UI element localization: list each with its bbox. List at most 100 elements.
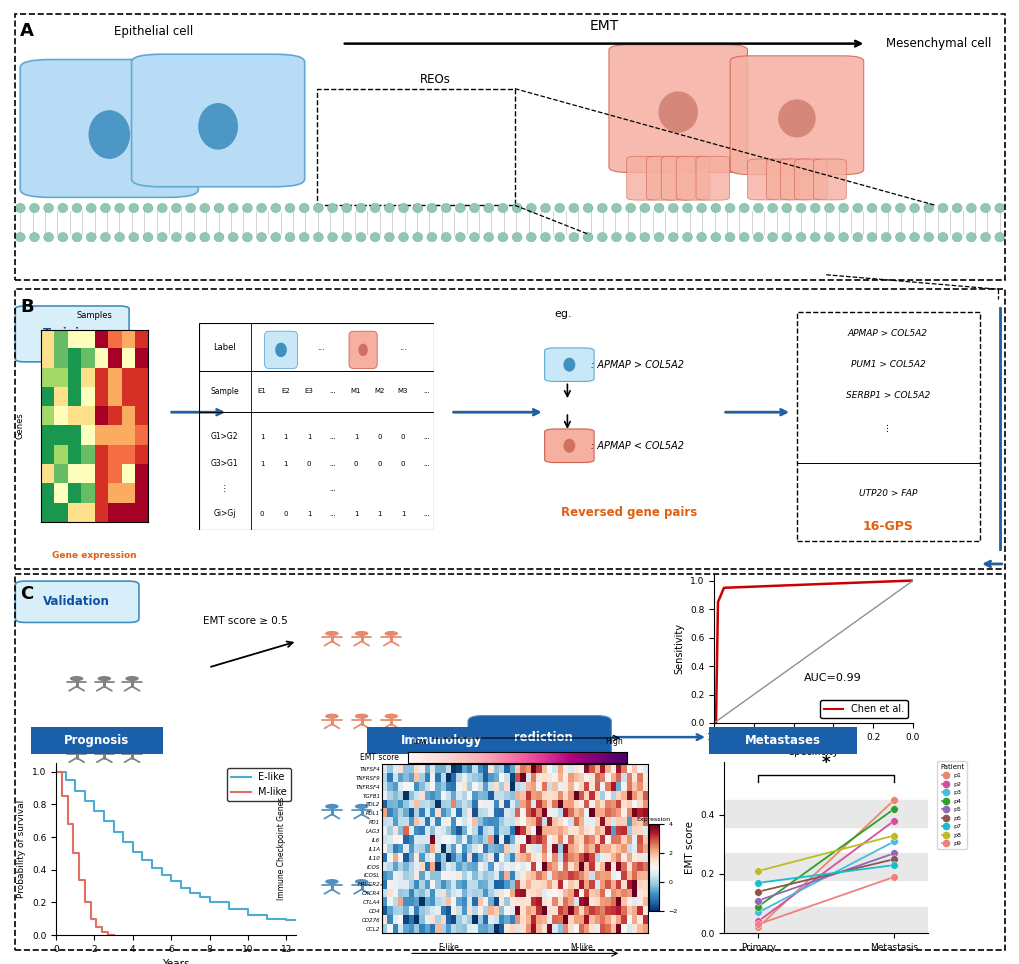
Text: Immune Checkpoint Genes: Immune Checkpoint Genes: [277, 797, 286, 900]
Circle shape: [98, 676, 111, 682]
E-like: [98, 815, 110, 826]
E-like: [89, 805, 101, 817]
Text: 0: 0: [377, 434, 381, 440]
FancyBboxPatch shape: [360, 726, 522, 755]
Y-axis label: Probability of survival: Probability of survival: [17, 800, 26, 898]
Ellipse shape: [271, 232, 280, 242]
Ellipse shape: [89, 110, 130, 159]
FancyBboxPatch shape: [348, 332, 377, 368]
E-like: [165, 875, 177, 887]
Text: ...: ...: [329, 388, 335, 394]
E-like: [289, 915, 302, 926]
E-like: [280, 915, 292, 926]
M-like: [73, 873, 86, 885]
FancyBboxPatch shape: [695, 156, 729, 201]
Ellipse shape: [895, 203, 905, 213]
Ellipse shape: [725, 203, 735, 213]
Ellipse shape: [965, 203, 975, 213]
Ellipse shape: [909, 203, 918, 213]
Y-axis label: Sensitivity: Sensitivity: [674, 623, 684, 674]
Text: M3: M3: [397, 388, 408, 394]
Text: M-like: M-like: [570, 943, 592, 952]
Text: Samples: Samples: [76, 311, 112, 320]
Ellipse shape: [710, 203, 720, 213]
M-like: [56, 790, 68, 802]
Text: EMT score ≥ 0.5: EMT score ≥ 0.5: [203, 616, 287, 627]
Ellipse shape: [653, 232, 663, 242]
FancyBboxPatch shape: [608, 44, 747, 173]
Text: 0: 0: [400, 434, 405, 440]
Ellipse shape: [852, 232, 862, 242]
Ellipse shape: [275, 342, 286, 357]
Ellipse shape: [611, 232, 621, 242]
Text: SERBP1 > COL5A2: SERBP1 > COL5A2: [845, 391, 929, 400]
Ellipse shape: [228, 203, 237, 213]
Text: ...: ...: [398, 343, 407, 352]
Circle shape: [125, 676, 139, 682]
Circle shape: [384, 630, 397, 636]
E-like: [184, 887, 197, 898]
FancyBboxPatch shape: [15, 306, 129, 362]
Ellipse shape: [243, 232, 252, 242]
Circle shape: [325, 630, 338, 636]
X-axis label: Specificity: Specificity: [788, 747, 838, 758]
FancyBboxPatch shape: [794, 159, 826, 200]
Ellipse shape: [483, 203, 493, 213]
Ellipse shape: [143, 203, 153, 213]
FancyBboxPatch shape: [20, 60, 198, 198]
Ellipse shape: [441, 203, 450, 213]
Text: E-like: E-like: [438, 943, 459, 952]
Ellipse shape: [157, 203, 167, 213]
Legend: Chen et al.: Chen et al.: [819, 701, 907, 718]
FancyBboxPatch shape: [676, 156, 709, 201]
Ellipse shape: [639, 203, 649, 213]
Ellipse shape: [271, 203, 280, 213]
Ellipse shape: [753, 232, 762, 242]
E-like: [117, 836, 129, 847]
Text: 1: 1: [400, 511, 405, 517]
Ellipse shape: [44, 232, 54, 242]
FancyBboxPatch shape: [780, 159, 812, 200]
E-like: [194, 892, 206, 903]
FancyBboxPatch shape: [730, 56, 863, 174]
Ellipse shape: [639, 232, 649, 242]
Circle shape: [98, 818, 111, 824]
Ellipse shape: [15, 203, 25, 213]
Circle shape: [70, 747, 84, 753]
Ellipse shape: [15, 232, 25, 242]
Circle shape: [325, 879, 338, 884]
Ellipse shape: [198, 103, 237, 149]
Ellipse shape: [979, 203, 989, 213]
Text: eg.: eg.: [554, 309, 572, 319]
Text: 1: 1: [283, 461, 287, 467]
Ellipse shape: [625, 203, 635, 213]
Circle shape: [325, 804, 338, 809]
Text: 0: 0: [400, 461, 405, 467]
Ellipse shape: [299, 203, 309, 213]
Ellipse shape: [809, 203, 819, 213]
Ellipse shape: [696, 203, 706, 213]
FancyBboxPatch shape: [131, 54, 305, 187]
Circle shape: [355, 630, 368, 636]
Text: M2: M2: [374, 388, 384, 394]
FancyBboxPatch shape: [264, 332, 298, 368]
Text: 1: 1: [260, 461, 264, 467]
Ellipse shape: [454, 203, 465, 213]
Line: E-like: E-like: [56, 771, 296, 921]
Text: *: *: [821, 754, 829, 772]
Ellipse shape: [866, 203, 876, 213]
Ellipse shape: [114, 203, 124, 213]
Ellipse shape: [838, 203, 848, 213]
Ellipse shape: [87, 203, 96, 213]
E-like: [203, 897, 215, 908]
Text: ...: ...: [423, 434, 429, 440]
Text: Epithelial cell: Epithelial cell: [114, 25, 194, 38]
Text: ...: ...: [423, 388, 429, 394]
Ellipse shape: [562, 439, 575, 453]
Ellipse shape: [526, 203, 536, 213]
Ellipse shape: [767, 203, 776, 213]
Ellipse shape: [454, 232, 465, 242]
Ellipse shape: [512, 232, 522, 242]
Ellipse shape: [171, 232, 181, 242]
Text: Sample: Sample: [210, 387, 238, 396]
